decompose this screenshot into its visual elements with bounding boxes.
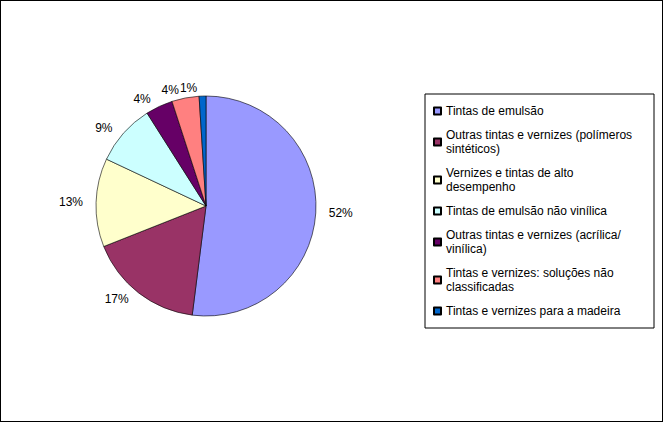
svg-text:Outras tintas e vernizes (polí: Outras tintas e vernizes (polímeros — [446, 128, 635, 142]
svg-text:Tintas de emulsão não vinílica: Tintas de emulsão não vinílica — [446, 204, 607, 218]
svg-text:Tintas e vernizes para a madei: Tintas e vernizes para a madeira — [446, 304, 621, 318]
svg-text:Tintas de emulsão: Tintas de emulsão — [446, 104, 544, 118]
svg-text:9%: 9% — [95, 121, 113, 135]
svg-text:1%: 1% — [180, 81, 198, 95]
svg-text:4%: 4% — [162, 83, 180, 97]
svg-text:Vernizes e tintas de alto: Vernizes e tintas de alto — [446, 166, 577, 180]
svg-text:4%: 4% — [133, 92, 151, 106]
svg-text:Tintas e vernizes: soluções nã: Tintas e vernizes: soluções não — [446, 266, 617, 280]
svg-text:17%: 17% — [105, 292, 129, 306]
svg-text:sintéticos): sintéticos) — [446, 142, 500, 156]
svg-text:52%: 52% — [329, 206, 353, 220]
svg-text:13%: 13% — [59, 195, 83, 209]
svg-text:Outras tintas e vernizes (acrí: Outras tintas e vernizes (acrílica/ — [446, 228, 624, 242]
svg-text:desempenho: desempenho — [446, 180, 516, 194]
svg-text:classificadas: classificadas — [446, 280, 514, 294]
svg-text:vinílica): vinílica) — [446, 242, 487, 256]
